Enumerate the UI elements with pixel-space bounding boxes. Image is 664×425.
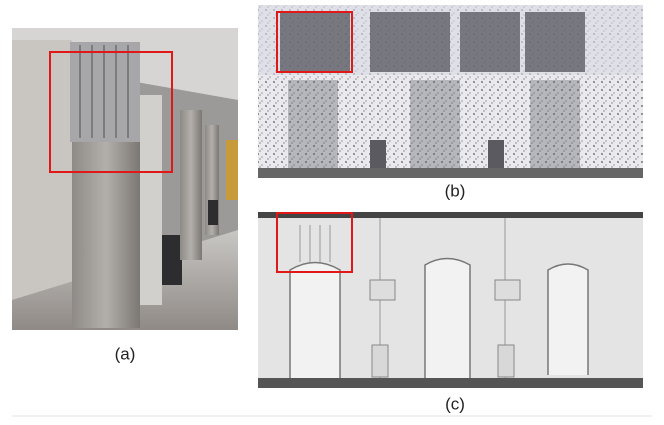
- panel-label: (c): [445, 394, 465, 413]
- figure: (a) (b) (c): [0, 0, 664, 425]
- page: (a) (b) (c) ((: [0, 0, 664, 425]
- photo-a: [12, 28, 238, 330]
- point-cloud-b: [258, 5, 643, 178]
- panel-label: (b): [445, 181, 466, 200]
- mesh-c: [258, 212, 643, 388]
- panel-label: (a): [115, 344, 136, 363]
